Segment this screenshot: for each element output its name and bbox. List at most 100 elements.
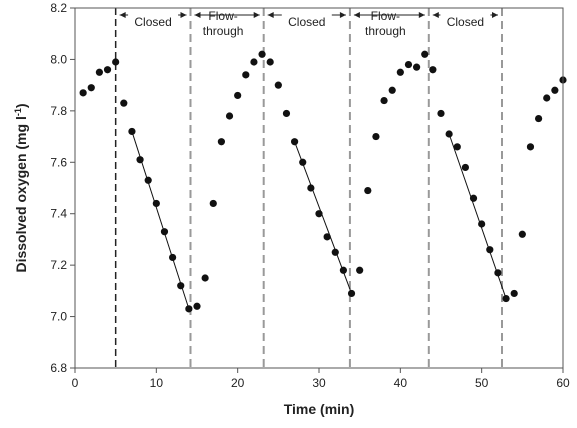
- phase-arrow-left-head: [353, 12, 360, 18]
- data-point: [494, 269, 502, 277]
- data-point: [486, 246, 494, 254]
- phase-annotations: Closed Flow-through Closed Flow-through Clos…: [119, 9, 498, 38]
- data-point: [445, 130, 453, 138]
- data-point: [242, 71, 250, 79]
- data-point: [136, 156, 144, 164]
- data-point: [461, 163, 469, 172]
- phase-arrow-left-head: [432, 12, 439, 18]
- data-point: [453, 143, 461, 151]
- phase-label: through: [203, 24, 244, 38]
- data-point: [364, 186, 372, 195]
- data-point: [209, 199, 217, 208]
- data-point: [225, 112, 234, 120]
- phase-annotation-3: Closed: [267, 12, 346, 29]
- data-point: [518, 230, 526, 238]
- y-tick-label: 7.2: [50, 258, 67, 272]
- phase-label: Flow-: [208, 9, 237, 23]
- x-tick-label: 60: [556, 376, 570, 390]
- data-point: [502, 294, 510, 303]
- x-tick-label: 20: [231, 376, 245, 390]
- data-point: [177, 282, 185, 290]
- data-point: [291, 138, 299, 146]
- y-tick-label: 8.2: [50, 1, 67, 15]
- y-tick-label: 7.6: [50, 155, 67, 169]
- y-tick-label: 7.0: [50, 310, 67, 324]
- data-point: [120, 99, 128, 107]
- data-point: [510, 289, 518, 298]
- data-point: [380, 96, 388, 105]
- phase-label: Closed: [447, 15, 484, 29]
- x-tick-label: 10: [150, 376, 164, 390]
- data-point: [535, 114, 543, 123]
- x-tick-label: 30: [312, 376, 326, 390]
- phase-arrow-right-head: [418, 12, 425, 18]
- data-point: [217, 138, 225, 146]
- y-tick-label: 6.8: [50, 361, 67, 375]
- phase-boundaries: [114, 8, 503, 368]
- data-point: [274, 81, 282, 89]
- data-point: [169, 253, 177, 262]
- data-point: [437, 109, 445, 118]
- phase-arrow-right-head: [253, 12, 260, 18]
- y-axis-title: Dissolved oxygen (mg l-1): [13, 103, 29, 272]
- data-point: [331, 248, 339, 256]
- data-point: [478, 220, 486, 228]
- data-point: [339, 266, 347, 274]
- x-axis-title: Time (min): [284, 401, 355, 417]
- data-points: [79, 50, 567, 313]
- data-point: [266, 58, 274, 66]
- data-point: [388, 86, 396, 94]
- data-point: [404, 60, 413, 69]
- data-point: [152, 199, 160, 208]
- data-point: [307, 184, 315, 192]
- data-point: [87, 84, 95, 92]
- y-tick-label: 7.4: [50, 207, 67, 221]
- data-point: [543, 94, 551, 102]
- data-point: [95, 68, 103, 76]
- x-tick-label: 40: [394, 376, 408, 390]
- data-point: [396, 68, 404, 76]
- data-point: [356, 266, 364, 274]
- data-point: [103, 66, 112, 74]
- phase-arrow-left-head: [119, 12, 126, 18]
- phase-label: Closed: [134, 15, 171, 29]
- phase-arrow-left-head: [267, 12, 274, 18]
- phase-annotation-2: Flow-through: [194, 9, 260, 38]
- phase-arrow-right-head: [492, 12, 498, 18]
- regression-lines: [131, 131, 507, 310]
- data-point: [413, 63, 421, 71]
- data-point: [250, 58, 258, 66]
- y-tick-label: 8.0: [50, 52, 67, 66]
- data-point: [421, 50, 429, 58]
- data-point: [526, 143, 535, 151]
- y-tick-label: 7.8: [50, 104, 67, 118]
- y-axis-title-superscript: -1: [13, 108, 23, 116]
- data-point: [234, 91, 242, 100]
- phase-annotation-4: Flow-through: [353, 9, 425, 38]
- data-point: [201, 274, 209, 282]
- y-axis-title-close: ): [13, 103, 29, 108]
- phase-arrow-right-head: [339, 12, 346, 18]
- data-point: [347, 289, 356, 298]
- data-point: [323, 233, 331, 241]
- data-point: [193, 302, 201, 310]
- data-point: [469, 194, 478, 202]
- axis-ticks: 0 10 20 30 40 50 60 6.8 7.0 7.2 7.4 7.6 7.8 8.0 8.2: [50, 1, 570, 390]
- phase-label: through: [365, 24, 406, 38]
- data-point: [315, 210, 323, 218]
- data-point: [185, 305, 193, 313]
- phase-arrow-left-head: [194, 12, 201, 18]
- data-point: [144, 176, 152, 184]
- data-point: [79, 89, 87, 97]
- x-tick-label: 50: [475, 376, 489, 390]
- plot-area-frame: [74, 7, 564, 369]
- phase-label: Flow-: [371, 9, 400, 23]
- y-axis-title-main: Dissolved oxygen (mg l: [13, 116, 29, 272]
- phase-label: Closed: [288, 15, 325, 29]
- data-point: [429, 66, 437, 74]
- phase-annotation-1: Closed: [119, 12, 187, 29]
- data-point: [282, 109, 291, 118]
- data-point: [372, 132, 380, 141]
- phase-arrow-right-head: [180, 12, 187, 18]
